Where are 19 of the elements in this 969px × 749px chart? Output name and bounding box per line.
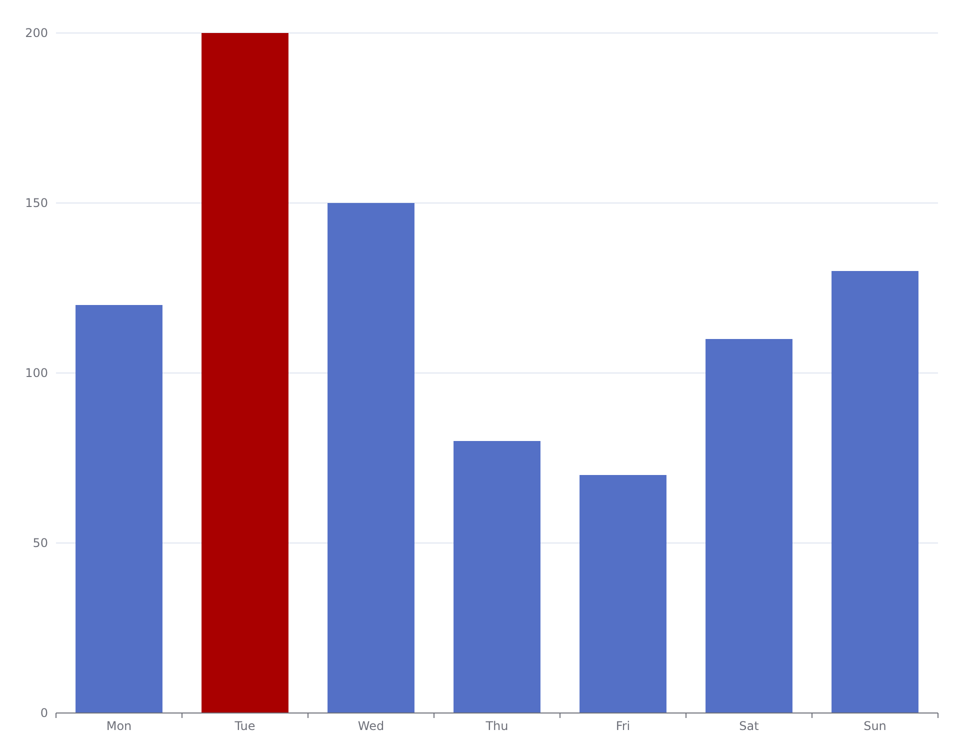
x-tick-label: Mon	[106, 719, 132, 733]
bar	[454, 441, 540, 713]
y-tick-label: 200	[25, 26, 48, 40]
y-tick-label: 50	[32, 536, 48, 550]
x-tick-label: Wed	[358, 719, 384, 733]
x-tick-label: Sun	[864, 719, 886, 733]
x-tick-label: Sat	[739, 719, 760, 733]
x-tick-label: Fri	[616, 719, 630, 733]
bar	[706, 339, 792, 713]
bar	[580, 475, 666, 713]
bar	[202, 33, 288, 713]
y-tick-label: 150	[25, 196, 48, 210]
bar	[76, 305, 162, 713]
y-tick-label: 0	[40, 706, 48, 720]
y-tick-label: 100	[25, 366, 48, 380]
bar	[832, 271, 918, 713]
x-tick-label: Thu	[484, 719, 508, 733]
bar	[328, 203, 414, 713]
x-tick-label: Tue	[234, 719, 256, 733]
